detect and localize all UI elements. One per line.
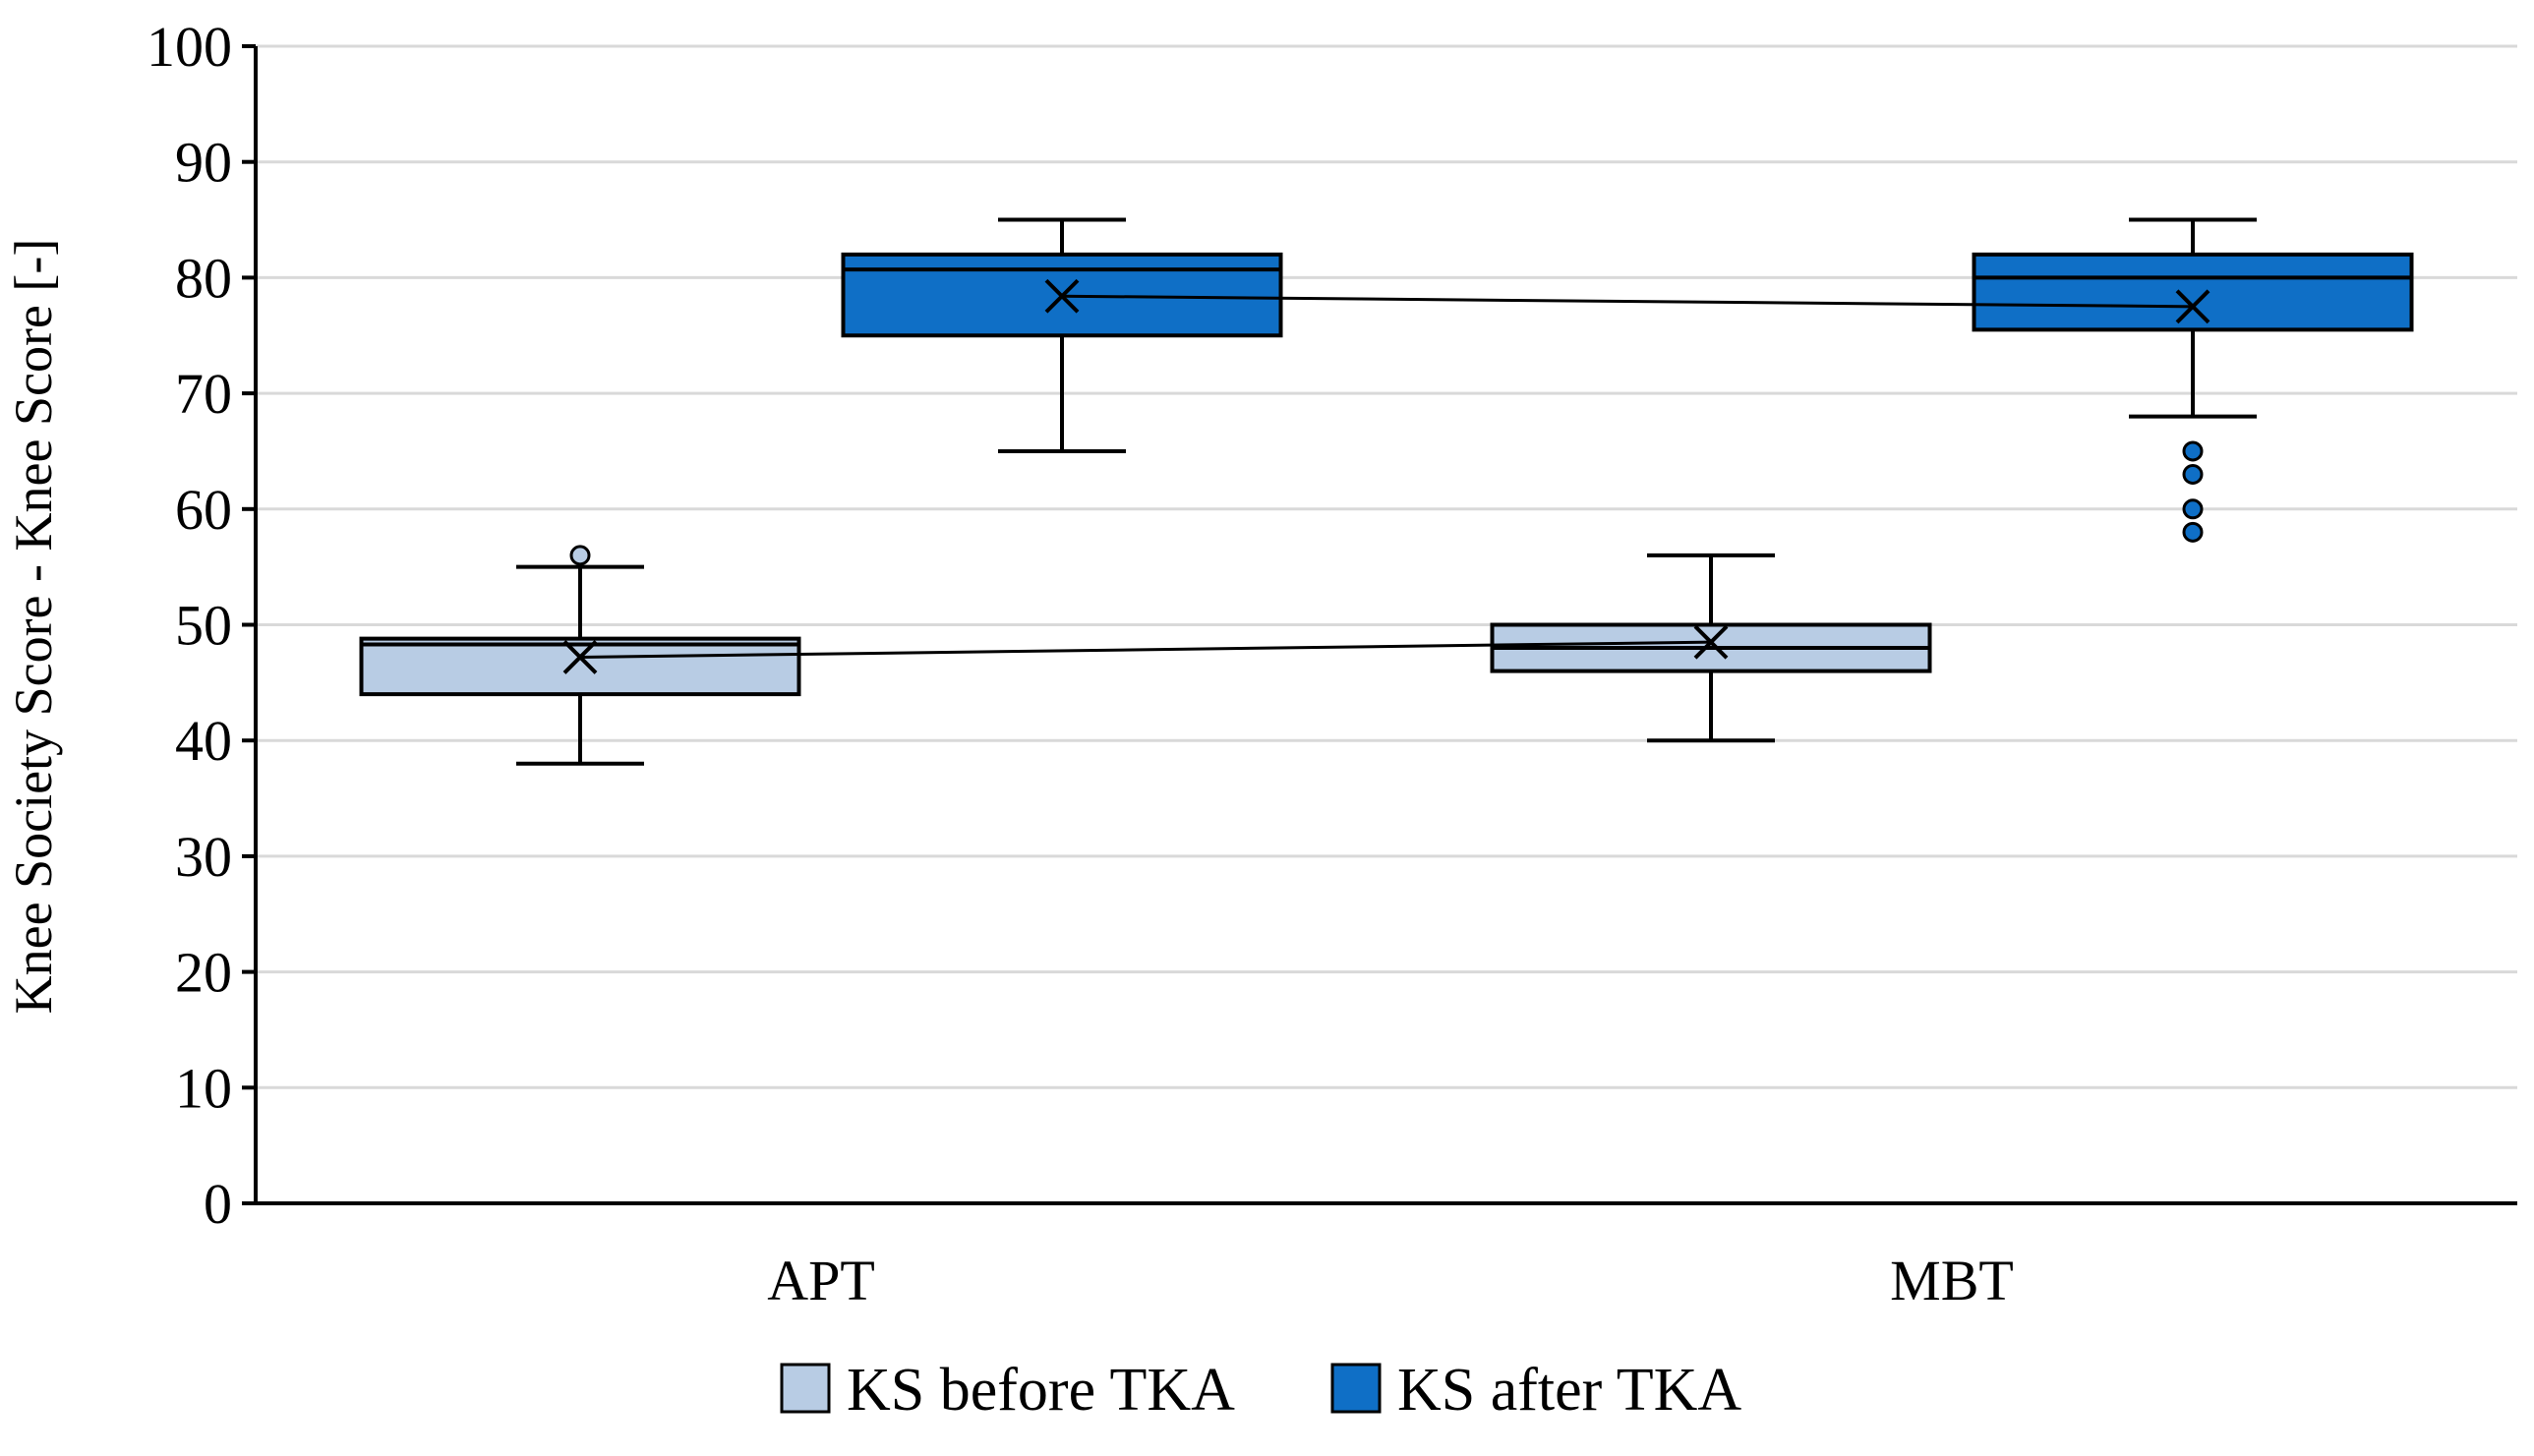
gridlines (256, 44, 2517, 1089)
y-tick-label: 70 (175, 362, 232, 426)
legend-item: KS before TKA (780, 1357, 1235, 1424)
y-tick-label: 20 (175, 941, 232, 1005)
y-tick-label: 100 (147, 15, 232, 79)
outlier-point (2182, 440, 2204, 462)
legend-swatch (1330, 1363, 1382, 1414)
y-tick-label: 10 (175, 1056, 232, 1120)
mean-line-ks-after-tka (1061, 294, 2194, 309)
box-apt (359, 545, 801, 766)
y-tick-label: 80 (175, 246, 232, 310)
y-axis-title: Knee Society Score - Knee Score [-] (4, 239, 63, 1015)
y-tick-label: 30 (175, 825, 232, 889)
outlier-point (2182, 498, 2204, 520)
series-ks-after-tka (841, 217, 2414, 543)
mean-line-ks-before-tka (579, 640, 1712, 659)
outlier-point (569, 545, 591, 566)
y-tick-label: 60 (175, 478, 232, 542)
mean-lines (579, 294, 2194, 659)
legend-label: KS before TKA (847, 1357, 1235, 1424)
y-axis-ticks: 0 10 20 30 40 50 60 70 80 90 100 (147, 15, 256, 1236)
iqr-box (1972, 252, 2414, 332)
box-mbt (1490, 553, 1932, 743)
box-plot-series (359, 217, 2414, 766)
iqr-box (359, 636, 801, 697)
legend-label: KS after TKA (1397, 1357, 1741, 1424)
outlier-point (2182, 463, 2204, 485)
y-tick-label: 40 (175, 709, 232, 773)
outlier-point (2182, 521, 2204, 543)
y-tick-label: 50 (175, 594, 232, 658)
y-tick-label: 90 (175, 131, 232, 195)
box-mbt (1972, 217, 2414, 543)
y-tick-label: 0 (204, 1172, 232, 1236)
axes (242, 46, 2517, 1205)
series-ks-before-tka (359, 545, 1932, 766)
x-axis-category-labels: APT MBT (767, 1249, 2014, 1312)
legend: KS before TKA KS after TKA (780, 1357, 1741, 1424)
box-apt (841, 217, 1283, 453)
category-label: APT (767, 1249, 875, 1312)
legend-item: KS after TKA (1330, 1357, 1741, 1424)
legend-swatch (780, 1363, 831, 1414)
category-label: MBT (1890, 1249, 2014, 1312)
